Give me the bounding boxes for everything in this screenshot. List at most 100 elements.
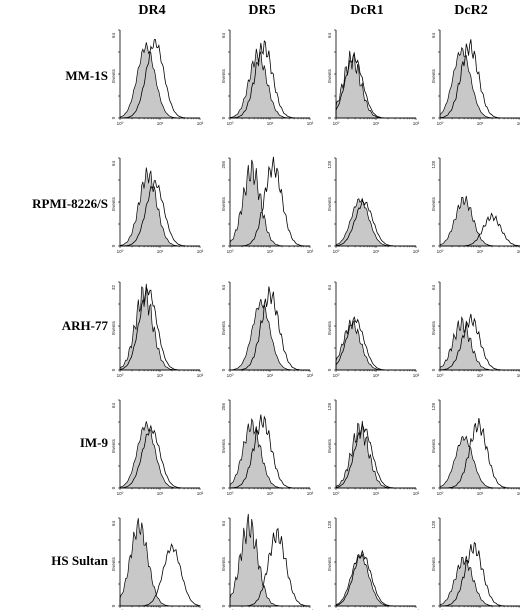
y-max-label: 64 (327, 33, 332, 39)
y-axis-label: Events (221, 68, 226, 83)
y-zero-label: 0 (111, 116, 116, 119)
row-label-arh-77: ARH-77 (62, 318, 109, 333)
control-histogram (335, 553, 416, 607)
y-max-label: 128 (327, 403, 332, 411)
y-zero-label: 0 (327, 368, 332, 371)
x-tick-label: 10⁰ (333, 121, 340, 126)
y-axis-label: Events (327, 68, 332, 83)
y-zero-label: 0 (221, 486, 226, 489)
x-tick-label: 10² (197, 373, 204, 378)
y-axis-label: Events (221, 320, 226, 335)
panel-im-9-dcr1: 128 0 Events 10⁰ 10¹ 10² (327, 399, 420, 496)
x-tick-label: 10² (307, 249, 314, 254)
y-zero-label: 0 (221, 244, 226, 247)
panel-im-9-dr5: 256 0 Events 10⁰ 10¹ 10² (221, 399, 314, 496)
y-zero-label: 0 (111, 486, 116, 489)
x-tick-label: 10⁰ (117, 121, 124, 126)
control-histogram (119, 167, 200, 247)
y-axis-label: Events (327, 556, 332, 571)
y-max-label: 128 (431, 521, 436, 529)
y-axis-label: Events (221, 196, 226, 211)
y-max-label: 64 (431, 33, 436, 39)
y-max-label: 64 (221, 285, 226, 291)
stain-histogram (230, 286, 310, 371)
y-max-label: 64 (111, 403, 116, 409)
x-tick-label: 10¹ (373, 491, 380, 496)
y-zero-label: 0 (327, 486, 332, 489)
x-tick-label: 10⁰ (227, 373, 234, 378)
x-tick-label: 10¹ (267, 491, 274, 496)
y-axis-label: Events (431, 556, 436, 571)
column-header-dcr2: DcR2 (454, 3, 487, 18)
x-tick-label: 10⁰ (437, 249, 444, 254)
x-tick-label: 10⁰ (437, 121, 444, 126)
y-axis-label: Events (431, 196, 436, 211)
y-zero-label: 0 (221, 116, 226, 119)
y-zero-label: 0 (431, 604, 436, 607)
x-tick-label: 10² (517, 121, 520, 126)
panel-mm-1s-dr5: 64 0 Events 10⁰ 10¹ 10² (221, 29, 314, 126)
row-labels: MM-1S RPMI-8226/S ARH-77 IM-9 HS Sultan (32, 68, 109, 568)
panel-mm-1s-dcr1: 64 0 Events 10⁰ 10¹ 10² (327, 29, 420, 126)
x-tick-label: 10¹ (157, 373, 164, 378)
x-tick-label: 10¹ (267, 121, 274, 126)
control-histogram (439, 555, 520, 607)
control-histogram (335, 50, 416, 119)
x-tick-label: 10⁰ (227, 491, 234, 496)
row-label-mm-1s: MM-1S (65, 68, 108, 83)
control-histogram (119, 518, 200, 607)
y-axis-label: Events (221, 556, 226, 571)
row-label-hs-sultan: HS Sultan (51, 553, 108, 568)
y-zero-label: 0 (327, 244, 332, 247)
y-max-label: 64 (431, 285, 436, 291)
control-histogram (229, 298, 310, 371)
y-axis-label: Events (327, 196, 332, 211)
control-histogram (229, 159, 310, 247)
y-axis-label: Events (327, 438, 332, 453)
y-max-label: 128 (431, 403, 436, 411)
x-tick-label: 10⁰ (117, 491, 124, 496)
panel-im-9-dcr2: 128 0 Events 10⁰ 10¹ 10² (431, 399, 520, 496)
x-tick-label: 10¹ (373, 373, 380, 378)
x-tick-label: 10² (517, 249, 520, 254)
y-zero-label: 0 (111, 244, 116, 247)
x-tick-label: 10⁰ (437, 491, 444, 496)
y-max-label: 128 (431, 161, 436, 169)
x-tick-label: 10² (517, 491, 520, 496)
x-tick-label: 10⁰ (333, 249, 340, 254)
panel-mm-1s-dcr2: 64 0 Events 10⁰ 10¹ 10² (431, 29, 520, 126)
control-histogram (229, 513, 310, 607)
x-tick-label: 10² (197, 491, 204, 496)
column-header-dr4: DR4 (138, 3, 165, 18)
x-tick-label: 10² (413, 373, 420, 378)
panel-arh-77-dr5: 64 0 Events 10⁰ 10¹ 10² (221, 281, 314, 378)
y-zero-label: 0 (221, 604, 226, 607)
x-tick-label: 10¹ (373, 249, 380, 254)
y-axis-label: Events (221, 438, 226, 453)
control-histogram (335, 319, 416, 371)
control-histogram (439, 195, 520, 247)
y-zero-label: 0 (111, 604, 116, 607)
y-zero-label: 0 (431, 116, 436, 119)
x-tick-label: 10⁰ (333, 373, 340, 378)
control-histogram (335, 420, 416, 489)
y-max-label: 256 (221, 403, 226, 411)
y-axis-label: Events (431, 68, 436, 83)
y-max-label: 64 (111, 33, 116, 39)
x-tick-label: 10¹ (477, 491, 484, 496)
x-tick-label: 10⁰ (437, 373, 444, 378)
x-tick-label: 10² (197, 121, 204, 126)
y-zero-label: 0 (431, 368, 436, 371)
x-tick-label: 10⁰ (117, 249, 124, 254)
y-max-label: 32 (111, 285, 116, 291)
y-max-label: 64 (221, 33, 226, 39)
y-axis-label: Events (111, 438, 116, 453)
x-tick-label: 10² (307, 121, 314, 126)
x-tick-label: 10⁰ (227, 249, 234, 254)
panel-im-9-dr4: 64 0 Events 10⁰ 10¹ 10² (111, 399, 204, 496)
y-max-label: 128 (327, 161, 332, 169)
x-tick-label: 10¹ (477, 373, 484, 378)
